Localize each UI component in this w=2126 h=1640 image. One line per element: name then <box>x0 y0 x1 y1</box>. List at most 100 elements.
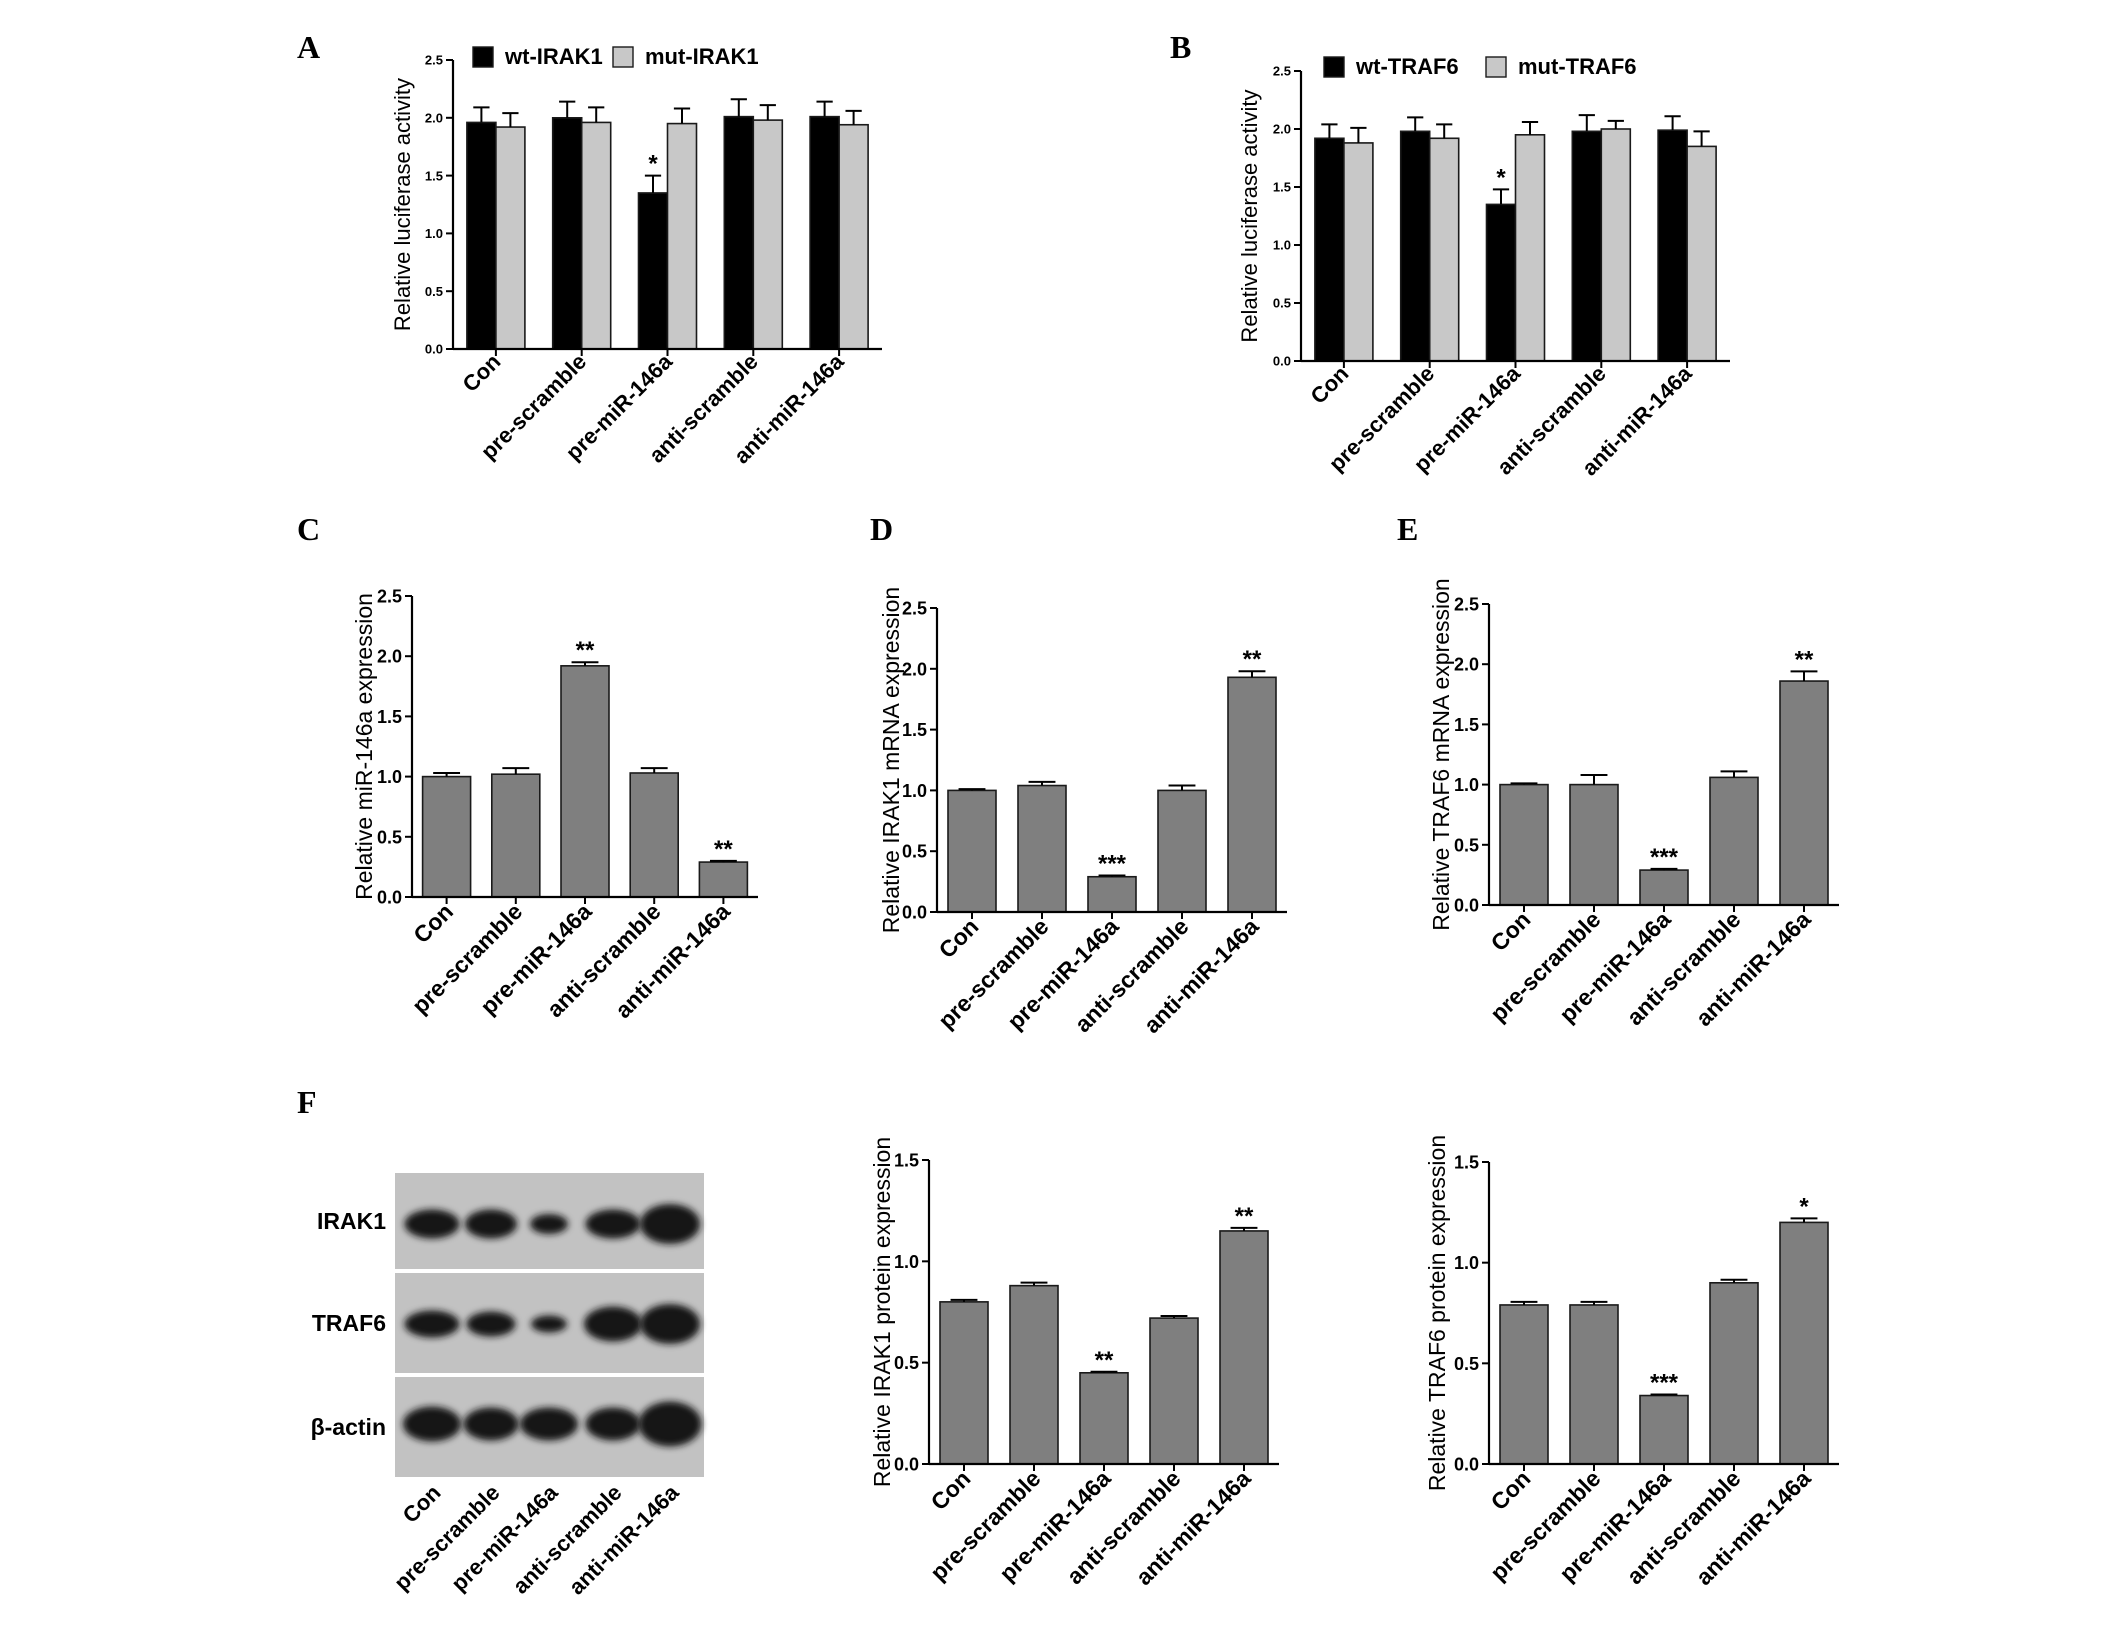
bar <box>466 121 497 350</box>
x-tick-label: Con <box>926 1465 976 1515</box>
blot-band <box>404 1310 460 1338</box>
significance-label: * <box>648 151 658 178</box>
chart-panel-4: D0.00.51.01.52.02.5Conpre-scramblepre-mi… <box>870 511 1287 1038</box>
y-tick-label: 0.0 <box>1454 1454 1479 1474</box>
bar <box>637 192 669 350</box>
y-tick-label: 0.0 <box>425 342 443 357</box>
legend-swatch <box>1485 56 1507 78</box>
blot-band <box>530 1214 568 1234</box>
blot-lane-label: Con <box>398 1480 446 1528</box>
x-tick-label: Con <box>1486 906 1536 956</box>
y-tick-label: 0.5 <box>894 1353 919 1373</box>
blot-band <box>466 1311 516 1337</box>
bar <box>495 126 526 350</box>
bar <box>490 773 541 898</box>
bar <box>1709 1282 1759 1465</box>
y-tick-label: 1.5 <box>377 707 402 727</box>
y-tick-label: 0.5 <box>425 284 443 299</box>
bar <box>1017 784 1067 913</box>
significance-label: * <box>1799 1193 1809 1220</box>
x-tick-label: Con <box>934 913 984 963</box>
y-tick-label: 1.5 <box>1273 180 1291 195</box>
chart-panel-2: B0.00.51.01.52.02.5Conpre-scramblepre-mi… <box>1170 29 1730 481</box>
blot-band <box>404 1209 460 1239</box>
blot-row-label: β-actin <box>311 1414 386 1440</box>
blot-row-label: IRAK1 <box>317 1208 386 1234</box>
bar <box>1499 1304 1549 1465</box>
chart-panel-1: A0.00.51.01.52.02.5Conpre-scramblepre-mi… <box>297 29 882 469</box>
bar <box>666 122 698 350</box>
y-tick-label: 2.0 <box>1454 655 1479 675</box>
y-tick-label: 0.5 <box>1454 1354 1479 1374</box>
bar <box>1087 875 1137 913</box>
legend-label: wt-TRAF6 <box>1355 54 1459 79</box>
y-tick-label: 1.0 <box>377 767 402 787</box>
y-tick-label: 1.0 <box>1273 238 1291 253</box>
panel-label: E <box>1397 511 1418 547</box>
y-tick-label: 1.5 <box>902 720 927 740</box>
bar <box>809 115 840 350</box>
panel-label: A <box>297 29 320 65</box>
legend-label: mut-IRAK1 <box>645 44 759 69</box>
legend-label: mut-TRAF6 <box>1518 54 1637 79</box>
y-tick-label: 0.0 <box>1454 895 1479 915</box>
y-axis-label: Relative miR-146a expression <box>351 593 377 900</box>
bar <box>580 121 612 350</box>
bar <box>1157 789 1207 913</box>
significance-label: ** <box>1243 646 1262 673</box>
significance-label: *** <box>1098 851 1127 878</box>
significance-label: ** <box>1095 1347 1114 1374</box>
bar <box>1569 1304 1619 1465</box>
chart-panel-6: 0.00.51.01.5Conpre-scramblepre-miR-146aa… <box>869 1137 1279 1590</box>
significance-label: ** <box>1795 646 1814 673</box>
y-tick-label: 0.0 <box>1273 354 1291 369</box>
y-tick-label: 1.5 <box>425 168 443 183</box>
chart-panel-3: C0.00.51.01.52.02.5Conpre-scramblepre-mi… <box>297 511 758 1023</box>
panel-label: F <box>297 1084 317 1120</box>
y-tick-label: 2.5 <box>902 598 927 618</box>
bar <box>1779 1221 1829 1465</box>
significance-label: ** <box>1235 1203 1254 1230</box>
bar <box>1779 680 1829 906</box>
bar <box>1639 869 1689 906</box>
bar <box>551 117 583 350</box>
y-tick-label: 0.5 <box>1273 296 1291 311</box>
bar <box>1571 130 1603 362</box>
bar <box>1009 1284 1059 1465</box>
significance-label: *** <box>1650 844 1679 871</box>
bar <box>1485 203 1517 362</box>
legend-swatch <box>472 46 494 68</box>
blot-band <box>465 1209 517 1239</box>
y-tick-label: 1.0 <box>1454 775 1479 795</box>
blot-band <box>403 1406 461 1442</box>
y-tick-label: 1.0 <box>894 1252 919 1272</box>
bar <box>1314 137 1345 362</box>
bar <box>421 775 472 898</box>
bar <box>1149 1317 1199 1465</box>
y-tick-label: 0.5 <box>377 827 402 847</box>
bar <box>1514 134 1546 362</box>
blot-band <box>584 1306 642 1342</box>
bar <box>1657 129 1688 362</box>
legend-swatch <box>1323 56 1345 78</box>
significance-label: *** <box>1650 1370 1679 1397</box>
x-tick-label: Con <box>408 898 458 948</box>
y-tick-label: 1.5 <box>1454 1152 1479 1172</box>
bar <box>1709 776 1759 906</box>
y-tick-label: 1.0 <box>1454 1253 1479 1273</box>
y-tick-label: 2.5 <box>1273 64 1291 79</box>
y-tick-label: 0.5 <box>902 842 927 862</box>
y-tick-label: 2.5 <box>425 53 443 68</box>
y-tick-label: 0.0 <box>377 887 402 907</box>
significance-label: ** <box>576 637 595 664</box>
y-tick-label: 1.5 <box>894 1150 919 1170</box>
x-tick-label: Con <box>1306 361 1354 409</box>
bar <box>560 665 610 898</box>
chart-panel-5: E0.00.51.01.52.02.5Conpre-scramblepre-mi… <box>1397 511 1839 1031</box>
y-tick-label: 2.0 <box>902 659 927 679</box>
blot-row-label: TRAF6 <box>312 1310 386 1336</box>
y-axis-label: Relative IRAK1 mRNA expression <box>878 587 904 933</box>
bar <box>1079 1372 1129 1465</box>
bar <box>1219 1230 1269 1465</box>
